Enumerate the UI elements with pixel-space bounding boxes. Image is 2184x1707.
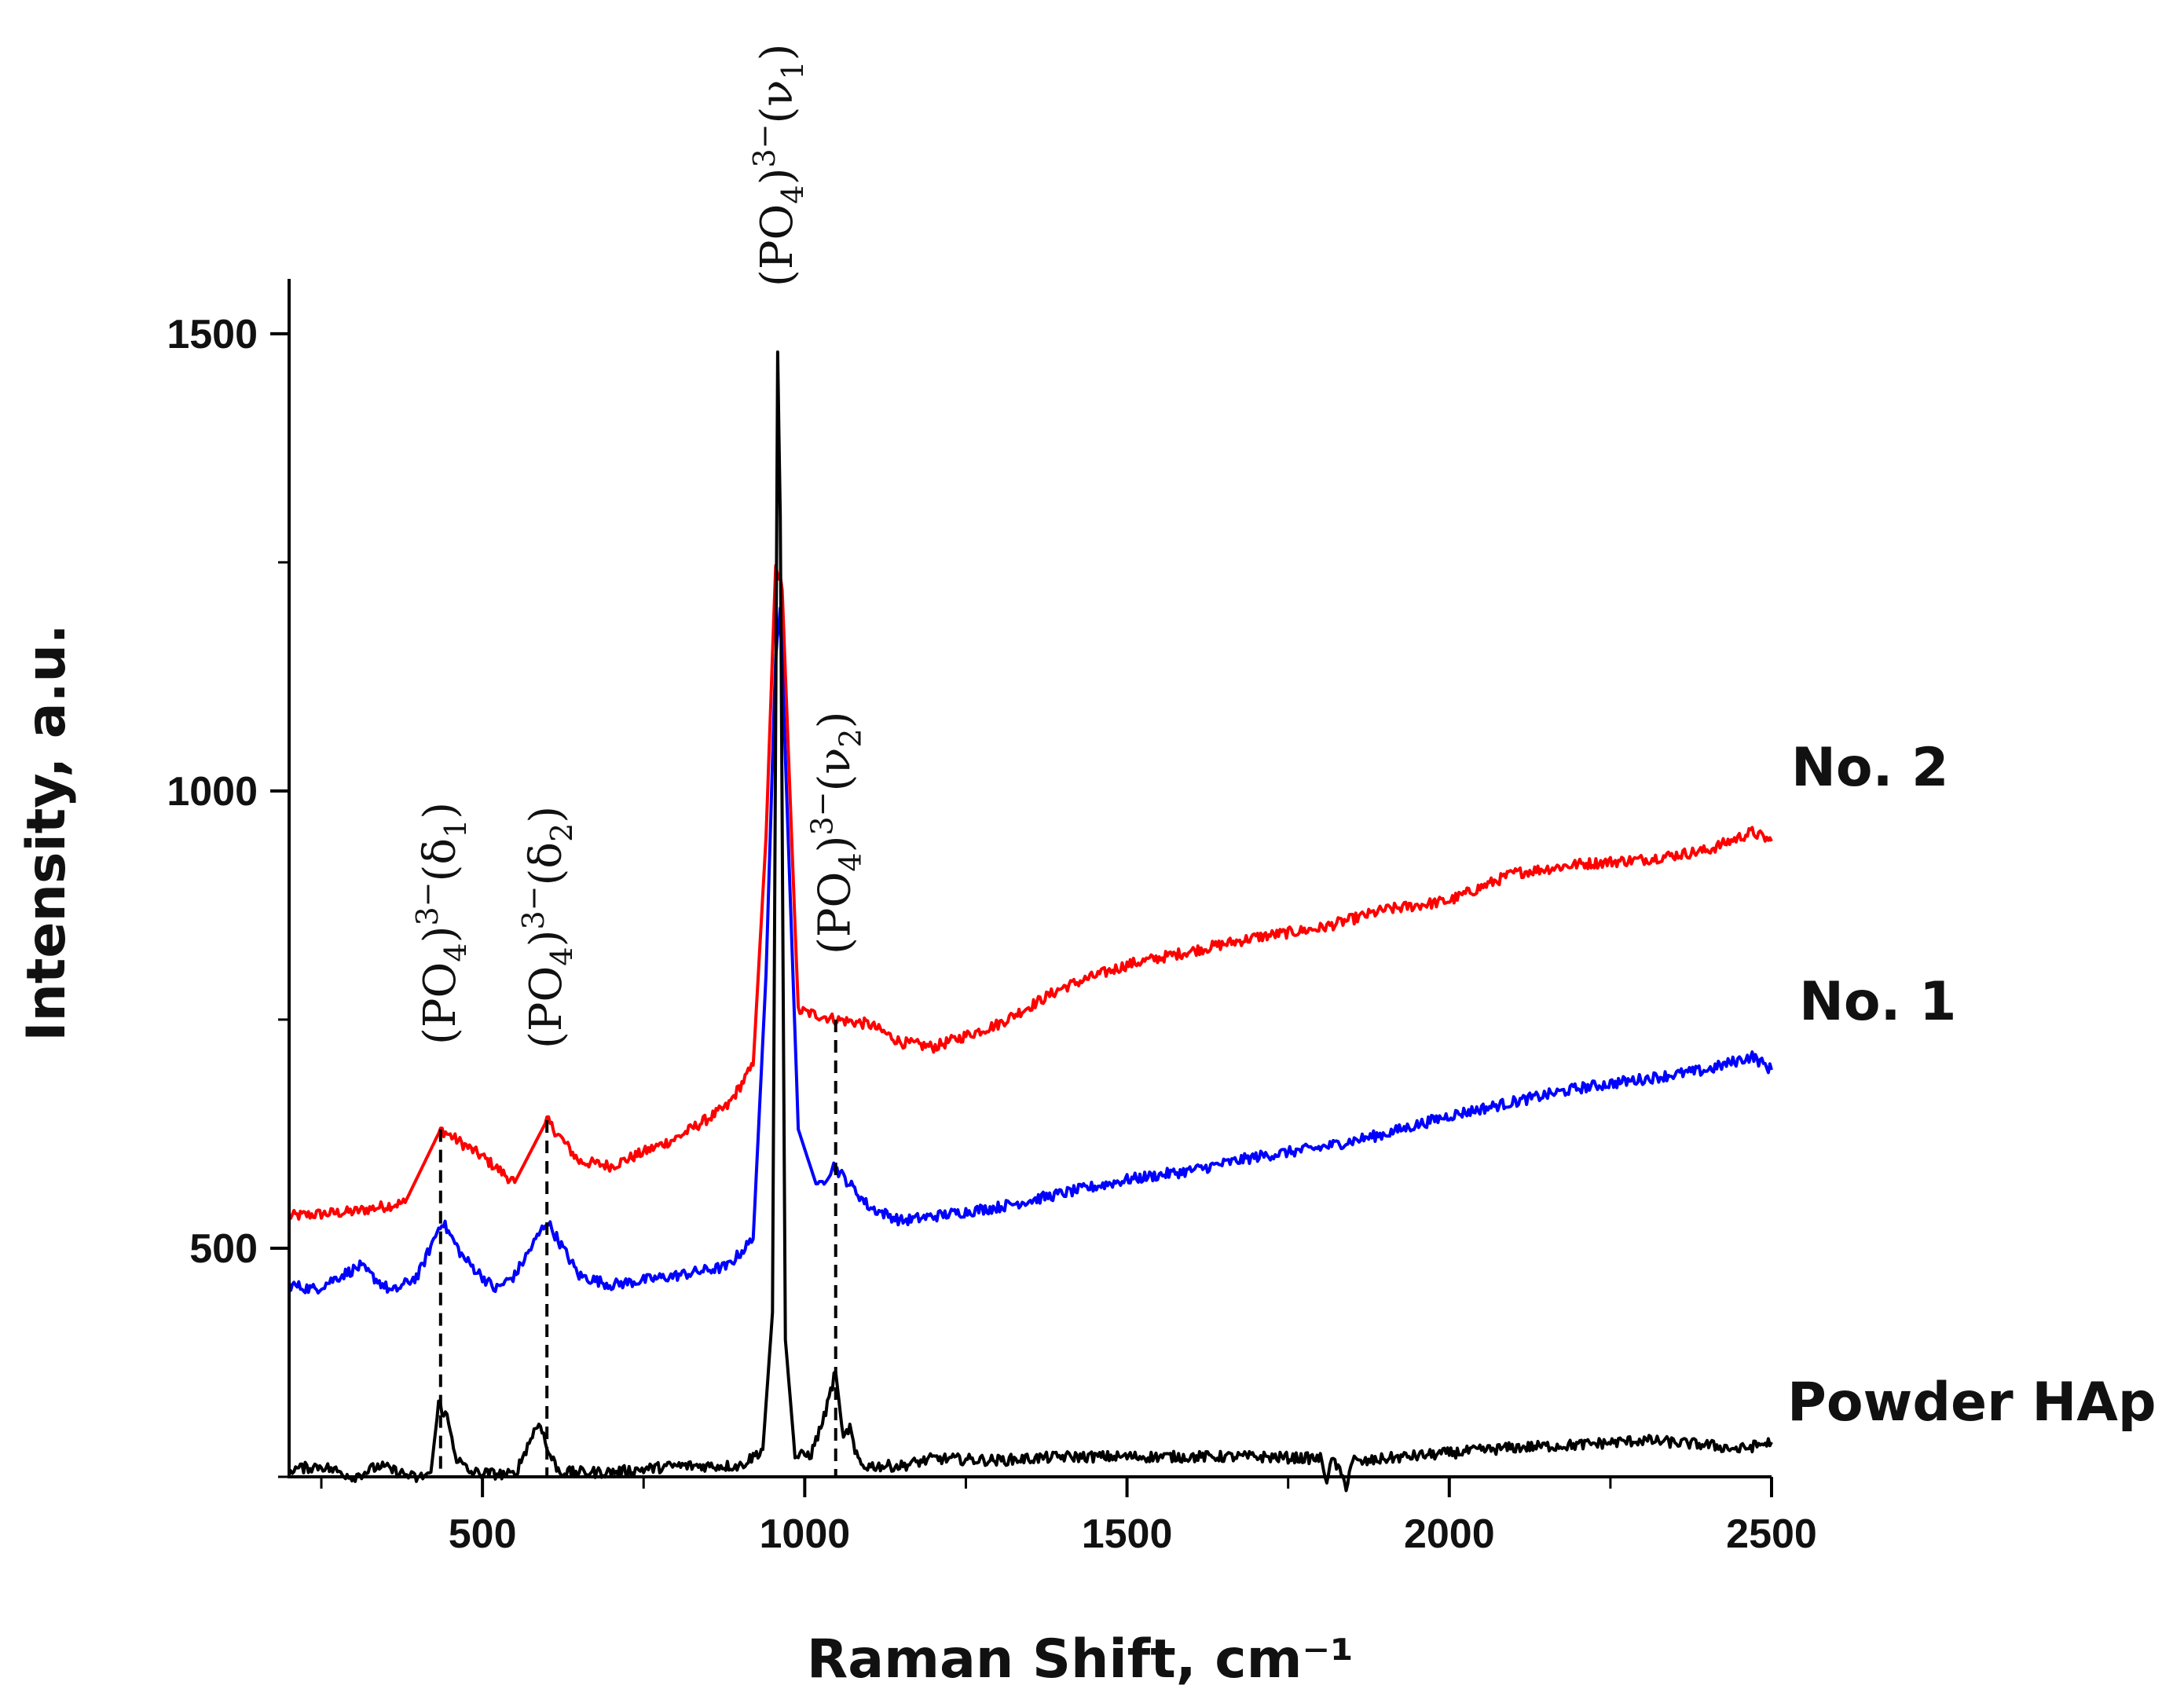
peak-annotation-part: 3−: [410, 881, 445, 925]
peak-annotation-part: 4: [438, 943, 473, 962]
x-tick-label: 2500: [1726, 1511, 1817, 1557]
peak-annotation-part: 3−: [805, 791, 840, 835]
y-axis-title: Intensity, a.u.: [16, 624, 78, 1042]
peak-annotation-part: (δ: [521, 842, 572, 886]
axes: [288, 279, 1772, 1478]
series-label-layer: No. 2 No. 1 Powder HAp: [1787, 737, 2157, 1434]
peak-annotation-part: ): [415, 926, 466, 943]
x-tick-label: 500: [449, 1511, 517, 1557]
peak-annotation-part: ): [415, 802, 466, 819]
peak-annotation-part: 3−: [747, 123, 782, 167]
tick-layer: 500 1000 1500 2000 2500 500 1000 1500: [167, 312, 1817, 1557]
series-line-powder-hap: [288, 350, 1773, 1493]
peak-annotation-part: 4: [775, 185, 810, 203]
peak-annotation-part: (δ: [415, 838, 466, 882]
peak-annotation-part: 1: [438, 819, 473, 838]
peak-annotation-part: (PO: [415, 962, 466, 1045]
peak-annotation-part: 2: [544, 823, 579, 842]
peak-annotation-part: ): [521, 930, 572, 947]
series-label-no-1: No. 1: [1799, 971, 1956, 1033]
peak-annotation-part: 4: [834, 852, 868, 871]
y-tick-label: 1000: [167, 769, 258, 815]
series-label-no-2: No. 2: [1791, 737, 1948, 799]
x-axis-title: Raman Shift, cm⁻¹: [807, 1628, 1354, 1691]
peak-annotation-part: (PO: [810, 872, 861, 954]
peak-annotation-part: 3−: [516, 885, 551, 929]
peak-annotation-part: 1: [775, 60, 810, 79]
x-tick-label: 1000: [760, 1511, 851, 1557]
x-tick-label: 2000: [1404, 1511, 1495, 1557]
peak-marker-layer: [438, 1019, 837, 1475]
peak-annotation: (PO4)3−(δ1): [410, 802, 473, 1045]
peak-annotation-part: (ν: [810, 748, 861, 792]
peak-annotation-part: (ν: [752, 80, 803, 124]
y-tick-label: 500: [189, 1226, 258, 1272]
peak-annotation-part: 4: [544, 947, 579, 965]
peak-annotation-part: ): [810, 836, 861, 853]
peak-annotation-part: 2: [834, 728, 868, 747]
peak-annotation: (PO4)3−(δ2): [516, 806, 579, 1049]
series-layer: [288, 350, 1773, 1493]
series-line-no-2: [288, 564, 1773, 1221]
peak-annotation-part: (PO: [752, 204, 803, 287]
y-tick-label: 1500: [167, 312, 258, 357]
peak-annotation-part: ): [521, 806, 572, 823]
peak-annotation-layer: (PO4)3−(δ1)(PO4)3−(δ2)(PO4)3−(ν1)(PO4)3−…: [410, 44, 868, 1049]
peak-annotation: (PO4)3−(ν1): [747, 44, 810, 287]
series-label-powder-hap: Powder HAp: [1787, 1372, 2157, 1434]
peak-annotation: (PO4)3−(ν2): [805, 712, 868, 954]
peak-annotation-part: ): [752, 44, 803, 61]
series-line-no-1: [288, 606, 1773, 1295]
peak-annotation-part: (PO: [521, 966, 572, 1049]
x-tick-label: 1500: [1082, 1511, 1173, 1557]
peak-annotation-part: ): [752, 168, 803, 185]
peak-annotation-part: ): [810, 712, 861, 729]
